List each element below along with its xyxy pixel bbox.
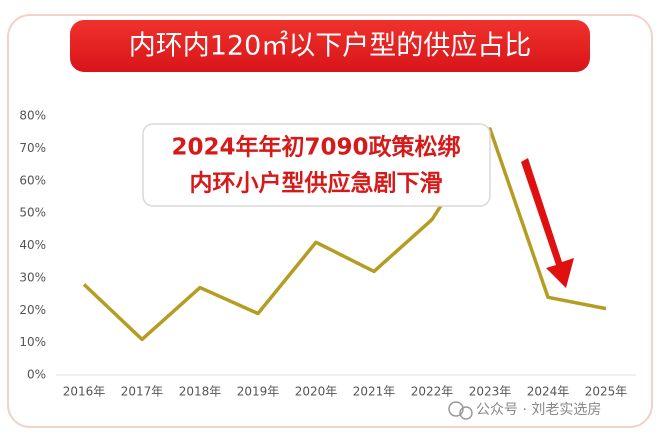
- y-tick-label: 0%: [27, 368, 46, 382]
- x-tick-label: 2022年: [411, 385, 454, 399]
- data-line: [82, 127, 607, 342]
- y-tick-label: 20%: [19, 303, 46, 317]
- annotation-box: [142, 123, 491, 207]
- x-tick-label: 2018年: [179, 385, 222, 399]
- x-tick-label: 2025年: [585, 385, 628, 399]
- x-tick-label: 2020年: [295, 385, 338, 399]
- y-tick-label: 40%: [19, 238, 46, 252]
- x-tick-label: 2024年: [527, 385, 570, 399]
- x-tick-label: 2016年: [63, 385, 106, 399]
- y-tick-label: 10%: [19, 335, 46, 349]
- y-tick-label: 60%: [19, 173, 46, 187]
- chart-title: 内环内120㎡以下户型的供应占比: [129, 31, 532, 62]
- annotation: 内环小户型供应急剧下滑: [190, 170, 443, 197]
- x-tick-label: 2023年: [469, 385, 512, 399]
- y-tick-label: 30%: [19, 270, 46, 284]
- y-tick-label: 70%: [19, 141, 46, 155]
- watermark: 公众号 · 刘老实选房: [476, 402, 601, 418]
- title-banner: [70, 20, 590, 72]
- x-tick-label: 2021年: [353, 385, 396, 399]
- x-tick-label: 2019年: [237, 385, 280, 399]
- watermark-icon: [448, 401, 473, 420]
- card-frame: [7, 14, 653, 428]
- y-tick-label: 80%: [19, 109, 46, 123]
- y-tick-label: 50%: [19, 206, 46, 220]
- trend-arrow: [521, 158, 574, 288]
- annotation: 2024年年初7090政策松绑: [171, 134, 460, 161]
- x-tick-label: 2017年: [121, 385, 164, 399]
